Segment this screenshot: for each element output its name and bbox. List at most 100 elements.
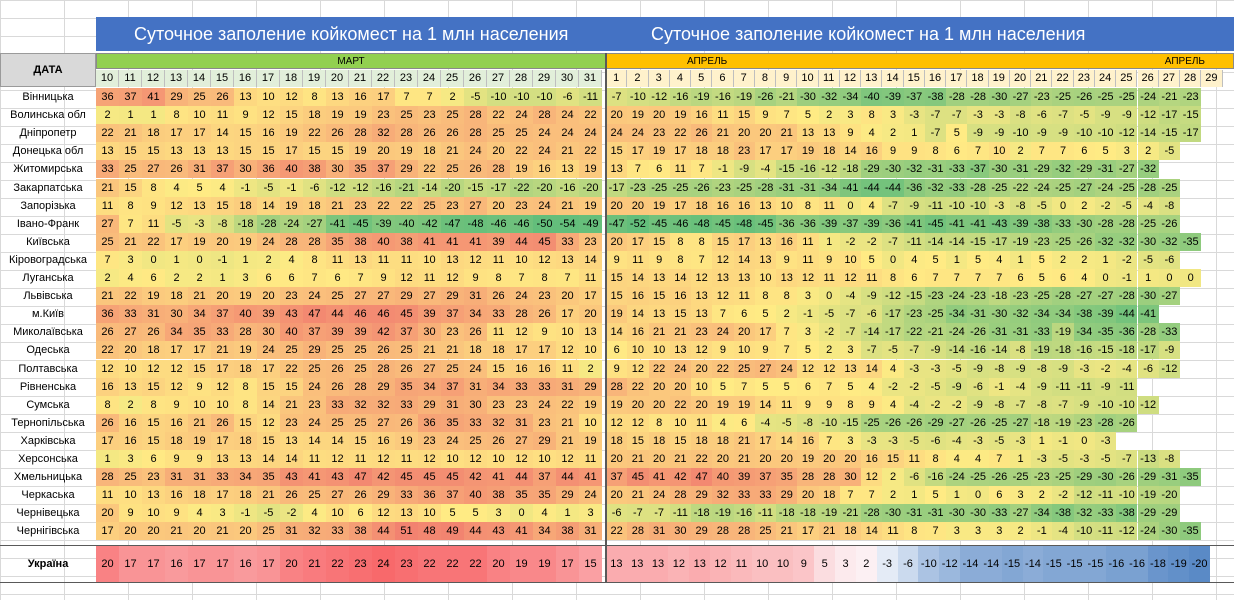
value-cell[interactable]: -16 (924, 468, 947, 487)
day-header-cell[interactable]: 5 (691, 70, 713, 87)
value-cell[interactable]: 4 (903, 250, 925, 269)
value-cell[interactable]: 43 (280, 305, 303, 324)
value-cell[interactable]: 37 (303, 323, 326, 342)
value-cell[interactable]: 15 (211, 196, 234, 215)
value-cell[interactable]: -19 (712, 504, 734, 523)
day-header-cell[interactable]: 15 (903, 70, 925, 87)
region-label[interactable]: Запорізька (20, 199, 76, 212)
value-cell[interactable]: 27 (372, 413, 395, 432)
value-cell[interactable]: -15 (967, 232, 989, 251)
value-cell[interactable]: 14 (627, 305, 649, 324)
value-cell[interactable]: 5 (924, 250, 947, 269)
value-cell[interactable]: -14 (418, 178, 441, 197)
value-cell[interactable]: 28 (712, 522, 734, 541)
value-cell[interactable]: 3 (839, 106, 862, 125)
value-cell[interactable]: 16 (165, 486, 188, 505)
value-cell[interactable]: -34 (1031, 504, 1053, 523)
value-cell[interactable]: 40 (280, 160, 303, 179)
value-cell[interactable]: -18 (1031, 413, 1053, 432)
value-cell[interactable]: -45 (648, 214, 670, 233)
value-cell[interactable]: 30 (669, 522, 692, 541)
value-cell[interactable]: 15 (257, 431, 280, 450)
value-cell[interactable]: 27 (418, 359, 441, 378)
value-cell[interactable]: 11 (669, 160, 692, 179)
value-cell[interactable]: 30 (464, 395, 487, 414)
value-cell[interactable]: 4 (861, 196, 883, 215)
value-cell[interactable]: -29 (861, 160, 883, 179)
value-cell[interactable]: -9 (967, 359, 989, 378)
value-cell[interactable]: 17 (372, 88, 395, 106)
value-cell[interactable]: 26 (211, 413, 234, 432)
value-cell[interactable]: 20 (754, 124, 777, 143)
value-cell[interactable]: 31 (188, 160, 211, 179)
value-cell[interactable]: 10 (988, 142, 1010, 161)
value-cell[interactable]: -8 (1009, 106, 1032, 125)
value-cell[interactable]: 1 (234, 250, 257, 269)
value-cell[interactable]: 24 (533, 196, 556, 215)
value-cell[interactable]: -30 (946, 504, 968, 523)
value-cell[interactable]: 9 (648, 250, 670, 269)
value-cell[interactable]: 36 (96, 88, 119, 106)
value-cell[interactable]: 31 (464, 377, 487, 396)
value-cell[interactable]: 13 (579, 323, 602, 342)
day-header-cell[interactable]: 29 (1201, 70, 1223, 87)
ukraine-value-cell[interactable]: 22 (441, 546, 464, 582)
ukraine-value-cell[interactable]: -15 (1043, 546, 1065, 582)
value-cell[interactable]: -3 (1094, 431, 1117, 450)
ukraine-value-cell[interactable]: 20 (487, 546, 510, 582)
value-cell[interactable]: -35 (1180, 468, 1202, 487)
value-cell[interactable]: 12 (510, 323, 533, 342)
value-cell[interactable]: 8 (165, 106, 188, 125)
value-cell[interactable]: 38 (556, 522, 579, 541)
value-cell[interactable]: 40 (464, 486, 487, 505)
ukraine-value-cell[interactable]: -14 (960, 546, 981, 582)
value-cell[interactable]: -25 (1031, 287, 1053, 306)
value-cell[interactable]: 26 (464, 160, 487, 179)
value-cell[interactable]: 24 (510, 106, 533, 125)
value-cell[interactable]: 12 (606, 413, 628, 432)
value-cell[interactable]: -25 (1094, 88, 1117, 106)
value-cell[interactable]: 9 (464, 269, 487, 287)
day-header-cell[interactable]: 4 (669, 70, 692, 87)
value-cell[interactable]: 11 (627, 250, 649, 269)
value-cell[interactable]: 21 (669, 450, 692, 468)
value-cell[interactable]: -1 (234, 504, 257, 523)
day-header-cell[interactable]: 14 (188, 70, 211, 87)
value-cell[interactable]: 12 (96, 359, 119, 378)
value-cell[interactable]: -26 (1158, 214, 1180, 233)
value-cell[interactable]: 44 (510, 232, 533, 251)
ukraine-value-cell[interactable]: 20 (96, 546, 119, 582)
day-header-cell[interactable]: 12 (142, 70, 165, 87)
value-cell[interactable]: 3 (234, 269, 257, 287)
value-cell[interactable]: 13 (556, 250, 579, 269)
day-header-cell[interactable]: 25 (441, 70, 464, 87)
value-cell[interactable]: 23 (303, 395, 326, 414)
value-cell[interactable]: 5 (754, 377, 777, 396)
value-cell[interactable]: -24 (1094, 178, 1117, 197)
value-cell[interactable]: 12 (797, 359, 819, 378)
value-cell[interactable]: -28 (754, 178, 777, 197)
value-cell[interactable]: 5 (967, 250, 989, 269)
value-cell[interactable]: -38 (1073, 305, 1095, 324)
value-cell[interactable]: 9 (903, 142, 925, 161)
value-cell[interactable]: 12 (818, 359, 840, 378)
value-cell[interactable]: 20 (579, 305, 602, 324)
value-cell[interactable]: 26 (142, 323, 165, 342)
value-cell[interactable]: -27 (1094, 287, 1117, 306)
value-cell[interactable]: -12 (326, 178, 349, 197)
value-cell[interactable]: 20 (648, 377, 670, 396)
value-cell[interactable]: 12 (556, 450, 579, 468)
value-cell[interactable]: 4 (280, 250, 303, 269)
value-cell[interactable]: -12 (1137, 106, 1159, 125)
value-cell[interactable]: -3 (861, 431, 883, 450)
value-cell[interactable]: 20 (733, 124, 755, 143)
value-cell[interactable]: 10 (556, 323, 579, 342)
value-cell[interactable]: 1 (946, 486, 968, 505)
value-cell[interactable]: 19 (188, 431, 211, 450)
value-cell[interactable]: -44 (882, 178, 904, 197)
value-cell[interactable]: -8 (1158, 196, 1180, 215)
value-cell[interactable]: 23 (510, 395, 533, 414)
value-cell[interactable]: 20 (119, 522, 142, 541)
value-cell[interactable]: 5 (1094, 142, 1117, 161)
day-header-cell[interactable]: 6 (712, 70, 734, 87)
